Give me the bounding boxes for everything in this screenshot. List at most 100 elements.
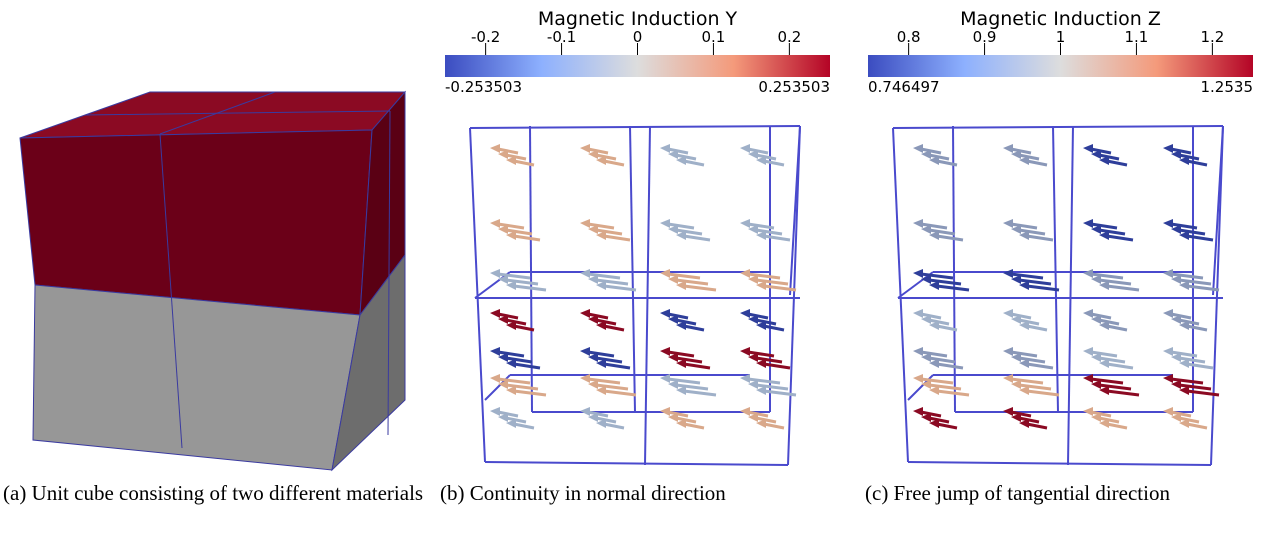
arrow-shaft bbox=[1187, 364, 1213, 368]
arrow-shaft bbox=[604, 326, 624, 330]
arrow-shaft bbox=[684, 286, 716, 290]
arrow-shaft bbox=[1027, 424, 1047, 428]
tick-label: -0.1 bbox=[547, 28, 576, 46]
wire-edge bbox=[1211, 126, 1223, 465]
arrow-head bbox=[1083, 347, 1093, 356]
arrow-shaft bbox=[1187, 326, 1207, 330]
arrow-shaft bbox=[1091, 224, 1117, 228]
arrow-head bbox=[660, 309, 670, 318]
arrow-shaft bbox=[1107, 364, 1133, 368]
arrow-shaft bbox=[1187, 424, 1207, 428]
arrow-head bbox=[490, 309, 500, 318]
arrow-head bbox=[740, 269, 750, 278]
arrow-head bbox=[1083, 219, 1093, 228]
arrow-shaft bbox=[1099, 230, 1125, 234]
range-max-label: 0.253503 bbox=[758, 78, 830, 96]
range-max-label: 1.2535 bbox=[1201, 78, 1254, 96]
arrow-shaft bbox=[514, 364, 540, 368]
arrow-shaft bbox=[1187, 236, 1213, 240]
arrow-shaft bbox=[756, 358, 782, 362]
arrow-head bbox=[913, 269, 923, 278]
arrow-shaft bbox=[506, 230, 532, 234]
wire-edge bbox=[485, 462, 788, 465]
arrow-head bbox=[740, 347, 750, 356]
arrow-shaft bbox=[588, 352, 614, 356]
arrow-shaft bbox=[1107, 326, 1127, 330]
arrow-shaft bbox=[764, 161, 784, 165]
arrow-shaft bbox=[1019, 358, 1045, 362]
arrow-shaft bbox=[596, 230, 622, 234]
wire-edge bbox=[908, 462, 1211, 465]
arrow-head bbox=[1003, 347, 1013, 356]
arrow-shaft bbox=[1011, 224, 1037, 228]
figure-graphics: Magnetic Induction Y-0.2-0.100.10.2-0.25… bbox=[0, 0, 1263, 534]
wire-edge bbox=[470, 126, 800, 128]
arrow-shaft bbox=[604, 364, 630, 368]
unit-cube bbox=[20, 92, 405, 470]
arrow-shaft bbox=[684, 161, 704, 165]
arrow-shaft bbox=[1099, 358, 1125, 362]
wire-edge bbox=[788, 126, 800, 465]
arrow-shaft bbox=[684, 424, 704, 428]
arrow-head bbox=[1003, 144, 1013, 153]
arrow-head bbox=[1003, 309, 1013, 318]
arrow-shaft bbox=[1107, 424, 1127, 428]
arrow-head bbox=[490, 219, 500, 228]
colorbar bbox=[868, 55, 1253, 77]
arrow-shaft bbox=[514, 286, 546, 290]
range-min-label: 0.746497 bbox=[868, 78, 940, 96]
arrow-shaft bbox=[1107, 161, 1127, 165]
arrow-shaft bbox=[1027, 364, 1053, 368]
tick-label: 0 bbox=[633, 28, 643, 46]
arrow-shaft bbox=[676, 358, 702, 362]
arrow-head bbox=[913, 374, 923, 383]
tick-label: 0.1 bbox=[702, 28, 726, 46]
arrow-shaft bbox=[937, 236, 963, 240]
arrow-shaft bbox=[764, 236, 790, 240]
arrow-head bbox=[1083, 407, 1093, 416]
tick-label: 1.2 bbox=[1200, 28, 1224, 46]
arrow-shaft bbox=[514, 391, 546, 395]
tick-label: 1.1 bbox=[1125, 28, 1149, 46]
figure: {"panels": [ {"caption": "(a) Unit cube … bbox=[0, 0, 1263, 534]
arrow-shaft bbox=[588, 224, 614, 228]
arrow-head bbox=[580, 269, 590, 278]
caption: (c) Free jump of tangential direction bbox=[865, 480, 1257, 506]
arrow-shaft bbox=[921, 352, 947, 356]
arrow-shaft bbox=[1027, 286, 1059, 290]
arrow-shaft bbox=[1107, 286, 1139, 290]
arrow-head bbox=[740, 309, 750, 318]
arrow-shaft bbox=[921, 224, 947, 228]
tick-label: 0.8 bbox=[897, 28, 921, 46]
arrow-head bbox=[1163, 309, 1173, 318]
arrow-shaft bbox=[1179, 358, 1205, 362]
arrow-head bbox=[490, 374, 500, 383]
arrow-shaft bbox=[596, 358, 622, 362]
wire-edge bbox=[645, 126, 650, 465]
arrow-head bbox=[1083, 269, 1093, 278]
arrow-head bbox=[1003, 269, 1013, 278]
arrow-shaft bbox=[684, 326, 704, 330]
arrow-shaft bbox=[668, 352, 694, 356]
arrow-shaft bbox=[929, 230, 955, 234]
arrow-head bbox=[580, 144, 590, 153]
colorbar bbox=[445, 55, 830, 77]
tick-label: 1 bbox=[1056, 28, 1066, 46]
arrow-shaft bbox=[506, 358, 532, 362]
arrow-head bbox=[1163, 144, 1173, 153]
arrow-head bbox=[490, 269, 500, 278]
arrow-shaft bbox=[1091, 352, 1117, 356]
caption: (a) Unit cube consisting of two differen… bbox=[3, 480, 431, 506]
arrow-shaft bbox=[1187, 161, 1207, 165]
arrow-head bbox=[1163, 407, 1173, 416]
tick-label: 0.2 bbox=[777, 28, 801, 46]
arrow-shaft bbox=[604, 161, 624, 165]
arrow-shaft bbox=[764, 326, 784, 330]
arrow-shaft bbox=[937, 364, 963, 368]
arrow-shaft bbox=[937, 424, 957, 428]
arrow-shaft bbox=[604, 424, 624, 428]
arrow-shaft bbox=[756, 230, 782, 234]
wire-edge bbox=[630, 126, 635, 412]
caption: (b) Continuity in normal direction bbox=[440, 480, 860, 506]
arrow-shaft bbox=[684, 364, 710, 368]
